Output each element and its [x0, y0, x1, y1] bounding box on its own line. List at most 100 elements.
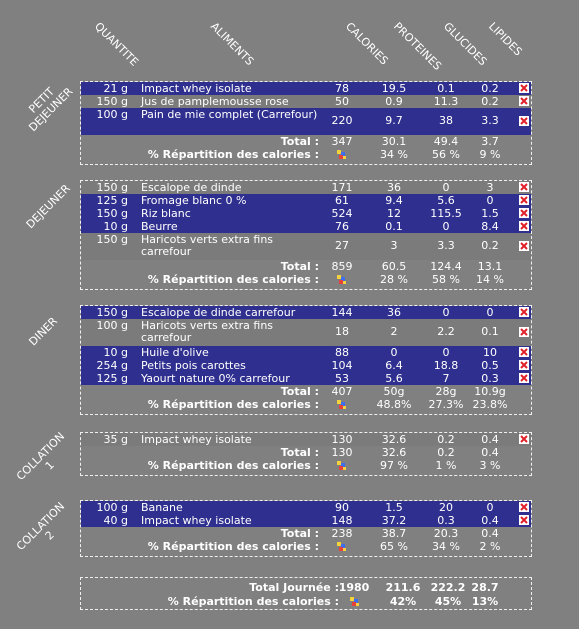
proteines: 0 [390, 346, 398, 359]
delete-icon[interactable] [519, 515, 529, 525]
food-row[interactable]: 100 g Pain de mie complet (Carrefour) 220 9… [81, 108, 531, 135]
delete-icon[interactable] [519, 116, 529, 126]
food-name[interactable]: Banane [141, 501, 183, 514]
quantity: 100 g [96, 108, 128, 121]
total-calories: 238 [331, 527, 353, 540]
food-name[interactable]: Impact whey isolate [141, 82, 252, 95]
quantity: 100 g [96, 319, 128, 332]
total-lipides: 13.1 [477, 260, 503, 273]
lipides: 3.3 [481, 114, 499, 127]
glucides: 0 [442, 220, 450, 233]
delete-icon[interactable] [519, 360, 529, 370]
total-row: Total : 238 38.7 20.3 0.4 [81, 527, 531, 540]
total-lipides: 0.4 [481, 527, 499, 540]
repartition-row: % Répartition des calories : 48.8% 27.3% 23… [81, 398, 531, 411]
calories: 18 [335, 325, 349, 338]
calories: 524 [331, 207, 353, 220]
meal-section: 35 g Impact whey isolate 130 32.6 0.2 0.4 Tota… [80, 432, 532, 476]
quantity: 150 g [96, 207, 128, 220]
proteines: 9.7 [385, 114, 403, 127]
food-row[interactable]: 150 g Escalope de dinde 171 36 0 3 [81, 181, 531, 194]
quantity: 254 g [96, 359, 128, 372]
pie-chart-icon[interactable] [336, 149, 348, 161]
food-name[interactable]: Jus de pamplemousse rose [141, 95, 289, 108]
meal-section: 21 g Impact whey isolate 78 19.5 0.1 0.2 150 g… [80, 81, 532, 165]
delete-icon[interactable] [519, 195, 529, 205]
delete-icon[interactable] [519, 502, 529, 512]
food-row[interactable]: 100 g Banane 90 1.5 20 0 [81, 501, 531, 514]
delete-icon[interactable] [519, 434, 529, 444]
delete-icon[interactable] [519, 96, 529, 106]
pie-chart-icon[interactable] [336, 541, 348, 553]
calories: 220 [331, 114, 353, 127]
glucides: 0 [442, 346, 450, 359]
meal-name: DEJEUNER [24, 182, 73, 231]
food-row[interactable]: 150 g Jus de pamplemousse rose 50 0.9 11.3 0.… [81, 95, 531, 108]
food-row[interactable]: 10 g Huile d'olive 88 0 0 10 [81, 346, 531, 359]
food-row[interactable]: 10 g Beurre 76 0.1 0 8.4 [81, 220, 531, 233]
delete-icon[interactable] [519, 241, 529, 251]
food-row[interactable]: 254 g Petits pois carottes 104 6.4 18.8 0.5 [81, 359, 531, 372]
food-name[interactable]: Impact whey isolate [141, 433, 252, 446]
proteines: 2 [390, 325, 398, 338]
food-row[interactable]: 150 g Haricots verts extra fins carrefour… [81, 233, 531, 260]
pct-lipides: 14 % [476, 273, 504, 286]
delete-icon[interactable] [519, 221, 529, 231]
pct-proteines: 97 % [380, 459, 408, 472]
food-row[interactable]: 21 g Impact whey isolate 78 19.5 0.1 0.2 [81, 82, 531, 95]
repartition-row: % Répartition des calories : 28 % 58 % 14 % [81, 273, 531, 286]
food-name[interactable]: Petits pois carottes [141, 359, 246, 372]
food-name[interactable]: Haricots verts extra fins carrefour [141, 233, 274, 258]
total-lipides: 0.4 [481, 446, 499, 459]
pie-chart-icon[interactable] [349, 596, 361, 608]
food-row[interactable]: 35 g Impact whey isolate 130 32.6 0.2 0.4 [81, 433, 531, 446]
delete-icon[interactable] [519, 347, 529, 357]
total-glucides: 28g [435, 385, 457, 398]
food-name[interactable]: Haricots verts extra fins carrefour [141, 319, 274, 344]
proteines: 5.6 [385, 372, 403, 385]
calories: 78 [335, 82, 349, 95]
food-row[interactable]: 100 g Haricots verts extra fins carrefour… [81, 319, 531, 346]
food-row[interactable]: 150 g Riz blanc 524 12 115.5 1.5 [81, 207, 531, 220]
total-proteines: 30.1 [381, 135, 407, 148]
delete-icon[interactable] [519, 327, 529, 337]
pie-chart-icon[interactable] [336, 274, 348, 286]
total-label: Total : [280, 385, 319, 398]
food-name[interactable]: Beurre [141, 220, 178, 233]
delete-icon[interactable] [519, 307, 529, 317]
pct-proteines: 65 % [380, 540, 408, 553]
food-name[interactable]: Yaourt nature 0% carrefour [141, 372, 290, 385]
lipides: 0.4 [481, 514, 499, 527]
food-name[interactable]: Impact whey isolate [141, 514, 252, 527]
delete-icon[interactable] [519, 373, 529, 383]
pie-chart-icon[interactable] [336, 399, 348, 411]
food-row[interactable]: 125 g Fromage blanc 0 % 61 9.4 5.6 0 [81, 194, 531, 207]
total-calories: 407 [331, 385, 353, 398]
pie-chart-icon[interactable] [336, 460, 348, 472]
day-total-calories: 1980 [338, 581, 370, 594]
food-row[interactable]: 125 g Yaourt nature 0% carrefour 53 5.6 7 0.3 [81, 372, 531, 385]
food-name[interactable]: Escalope de dinde [141, 181, 242, 194]
quantity: 10 g [103, 346, 128, 359]
glucides: 5.6 [437, 194, 455, 207]
food-name[interactable]: Fromage blanc 0 % [141, 194, 247, 207]
repartition-row: % Répartition des calories : 34 % 56 % 9 % [81, 148, 531, 161]
quantity: 100 g [96, 501, 128, 514]
delete-icon[interactable] [519, 182, 529, 192]
food-name[interactable]: Pain de mie complet (Carrefour) [141, 108, 318, 121]
repartition-label: % Répartition des calories : [147, 148, 319, 161]
proteines: 0.1 [385, 220, 403, 233]
repartition-row: % Répartition des calories : 65 % 34 % 2 % [81, 540, 531, 553]
food-row[interactable]: 150 g Escalope de dinde carrefour 144 36 0 0 [81, 306, 531, 319]
food-name[interactable]: Huile d'olive [141, 346, 209, 359]
total-label: Total : [280, 527, 319, 540]
food-name[interactable]: Escalope de dinde carrefour [141, 306, 296, 319]
calories: 90 [335, 501, 349, 514]
delete-icon[interactable] [519, 208, 529, 218]
total-lipides: 3.7 [481, 135, 499, 148]
food-name[interactable]: Riz blanc [141, 207, 191, 220]
delete-icon[interactable] [519, 83, 529, 93]
food-row[interactable]: 40 g Impact whey isolate 148 37.2 0.3 0.4 [81, 514, 531, 527]
calories: 130 [331, 433, 353, 446]
pct-proteines: 48.8% [376, 398, 412, 411]
